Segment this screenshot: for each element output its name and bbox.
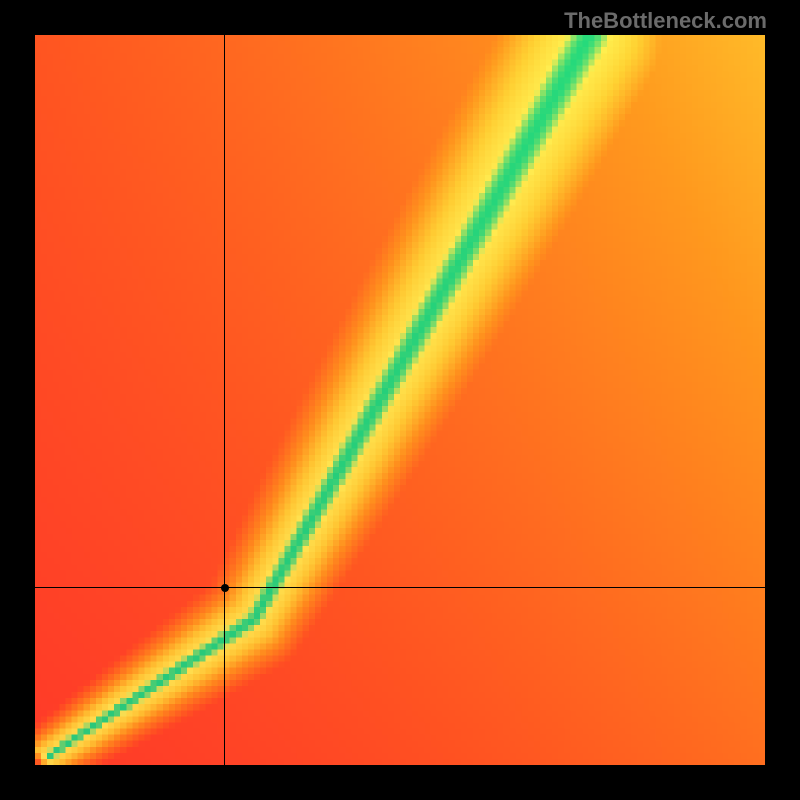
watermark-text: TheBottleneck.com — [564, 8, 767, 34]
crosshair-vertical — [224, 35, 225, 765]
chart-container: TheBottleneck.com — [0, 0, 800, 800]
crosshair-horizontal — [35, 587, 765, 588]
crosshair-marker — [221, 584, 229, 592]
plot-area — [35, 35, 765, 765]
heatmap-canvas — [35, 35, 765, 765]
